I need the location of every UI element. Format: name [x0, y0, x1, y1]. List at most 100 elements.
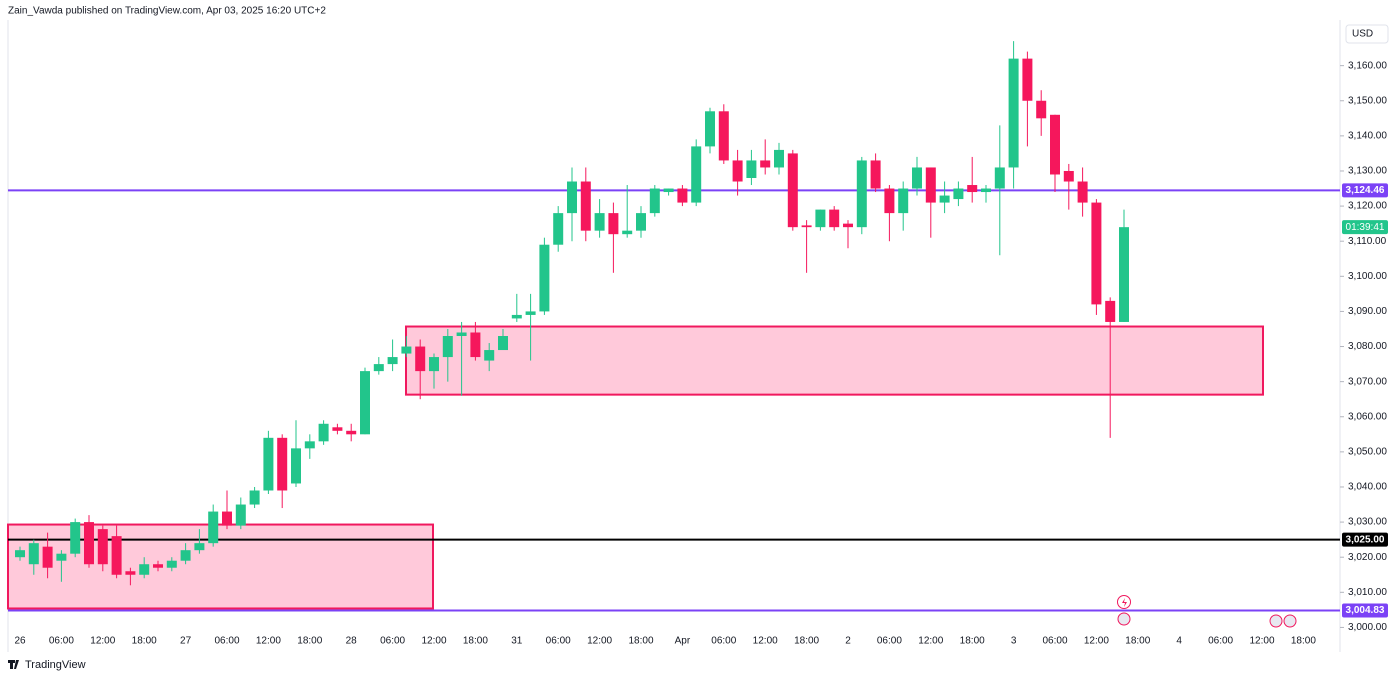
brand: TradingView — [25, 659, 86, 671]
x-tick-label: 18:00 — [1291, 636, 1316, 647]
candle-body — [912, 167, 922, 189]
price-label-box — [1342, 183, 1388, 198]
y-tick-label: 3,030.00 — [1348, 517, 1387, 528]
candle-body — [360, 371, 370, 435]
x-tick-label: 12:00 — [1084, 636, 1109, 647]
x-tick-label: 12:00 — [90, 636, 115, 647]
candle-body — [925, 167, 936, 203]
candle-body — [429, 357, 439, 372]
y-tick-label: 3,150.00 — [1348, 95, 1387, 106]
candle-body — [732, 160, 743, 182]
candle-body — [42, 546, 53, 568]
y-tick-label: 3,000.00 — [1348, 622, 1387, 633]
candle-body — [760, 160, 771, 168]
header: Zain_Vawda published on TradingView.com,… — [8, 6, 326, 17]
candle-body — [525, 311, 536, 315]
candle-body — [843, 223, 853, 228]
candle-body — [318, 423, 329, 442]
y-tick-label: 3,010.00 — [1348, 587, 1387, 598]
price-label: 3,124.46 — [1346, 185, 1385, 196]
candle-body — [194, 543, 205, 551]
candle-body — [484, 350, 495, 361]
candle-body — [608, 213, 619, 235]
price-label: 3,004.83 — [1346, 605, 1385, 616]
x-tick-label: 12:00 — [1249, 636, 1274, 647]
candle-body — [332, 427, 343, 431]
zone — [405, 325, 1264, 396]
candle-body — [304, 441, 315, 449]
x-tick-label: 06:00 — [877, 636, 902, 647]
y-tick-label: 3,080.00 — [1348, 341, 1387, 352]
y-tick-label: 3,090.00 — [1348, 306, 1387, 317]
candle-body — [56, 553, 67, 561]
candle-body — [663, 188, 674, 193]
y-tick-label: 3,100.00 — [1348, 271, 1387, 282]
y-tick-label: 3,040.00 — [1348, 482, 1387, 493]
candle-body — [373, 364, 384, 372]
x-tick-label: 18:00 — [297, 636, 322, 647]
candle-body — [774, 149, 784, 168]
candle-body — [387, 357, 398, 365]
candle-body — [1063, 170, 1074, 182]
candle-body — [967, 185, 978, 193]
currency: USD — [1352, 29, 1373, 40]
candle-body — [208, 511, 219, 544]
candle-body — [1022, 58, 1033, 101]
price-label-box — [1342, 603, 1388, 618]
countdown-box — [1342, 220, 1388, 235]
candle-body — [746, 160, 757, 178]
candle-body — [153, 564, 163, 568]
x-tick-label: 18:00 — [1125, 636, 1150, 647]
x-tick-label: 06:00 — [711, 636, 736, 647]
candle-body — [139, 564, 150, 575]
candle-body — [1105, 300, 1116, 322]
candle-body — [1091, 202, 1102, 305]
candle-body — [346, 430, 357, 435]
x-tick-label: 12:00 — [256, 636, 281, 647]
candle-body — [28, 543, 39, 565]
event-icons[interactable] — [1117, 595, 1297, 628]
price-label: 3,025.00 — [1346, 534, 1385, 545]
candle-body — [249, 490, 260, 505]
candle-body — [456, 332, 467, 336]
candle-body — [829, 209, 840, 228]
candle-body — [1050, 114, 1060, 175]
x-tick-label: 18:00 — [628, 636, 653, 647]
candle-body — [622, 230, 633, 235]
x-tick-label: 12:00 — [587, 636, 612, 647]
x-tick-label: 18:00 — [463, 636, 488, 647]
candle-body — [498, 336, 508, 351]
currency-box[interactable] — [1345, 24, 1389, 44]
x-tick-label: 06:00 — [1042, 636, 1067, 647]
y-tick-label: 3,120.00 — [1348, 201, 1387, 212]
candle-body — [801, 225, 812, 228]
x-tick-label: 3 — [1011, 636, 1017, 647]
candle-body — [1008, 58, 1019, 168]
candle-body — [277, 437, 288, 491]
candle-body — [636, 213, 646, 231]
y-tick-label: 3,160.00 — [1348, 60, 1387, 71]
candle-body — [180, 550, 191, 561]
candle-body — [649, 188, 660, 214]
y-tick-label: 3,060.00 — [1348, 411, 1387, 422]
x-tick-label: 06:00 — [214, 636, 239, 647]
candle-body — [787, 153, 798, 228]
candle-body — [1119, 227, 1129, 322]
x-tick-label: 28 — [346, 636, 358, 647]
countdown: 01:39:41 — [1346, 222, 1385, 233]
candle-body — [815, 209, 826, 228]
x-tick-label: 12:00 — [421, 636, 446, 647]
candle-body — [70, 522, 81, 554]
x-tick-label: 2 — [845, 636, 851, 647]
candle-body — [994, 167, 1005, 189]
x-tick-label: 06:00 — [546, 636, 571, 647]
candle-body — [511, 314, 522, 319]
candle-body — [97, 529, 108, 565]
candle-body — [580, 181, 591, 231]
x-tick-label: 18:00 — [794, 636, 819, 647]
candle-body — [415, 346, 426, 372]
candle-body — [939, 195, 950, 203]
x-tick-label: 4 — [1176, 636, 1182, 647]
